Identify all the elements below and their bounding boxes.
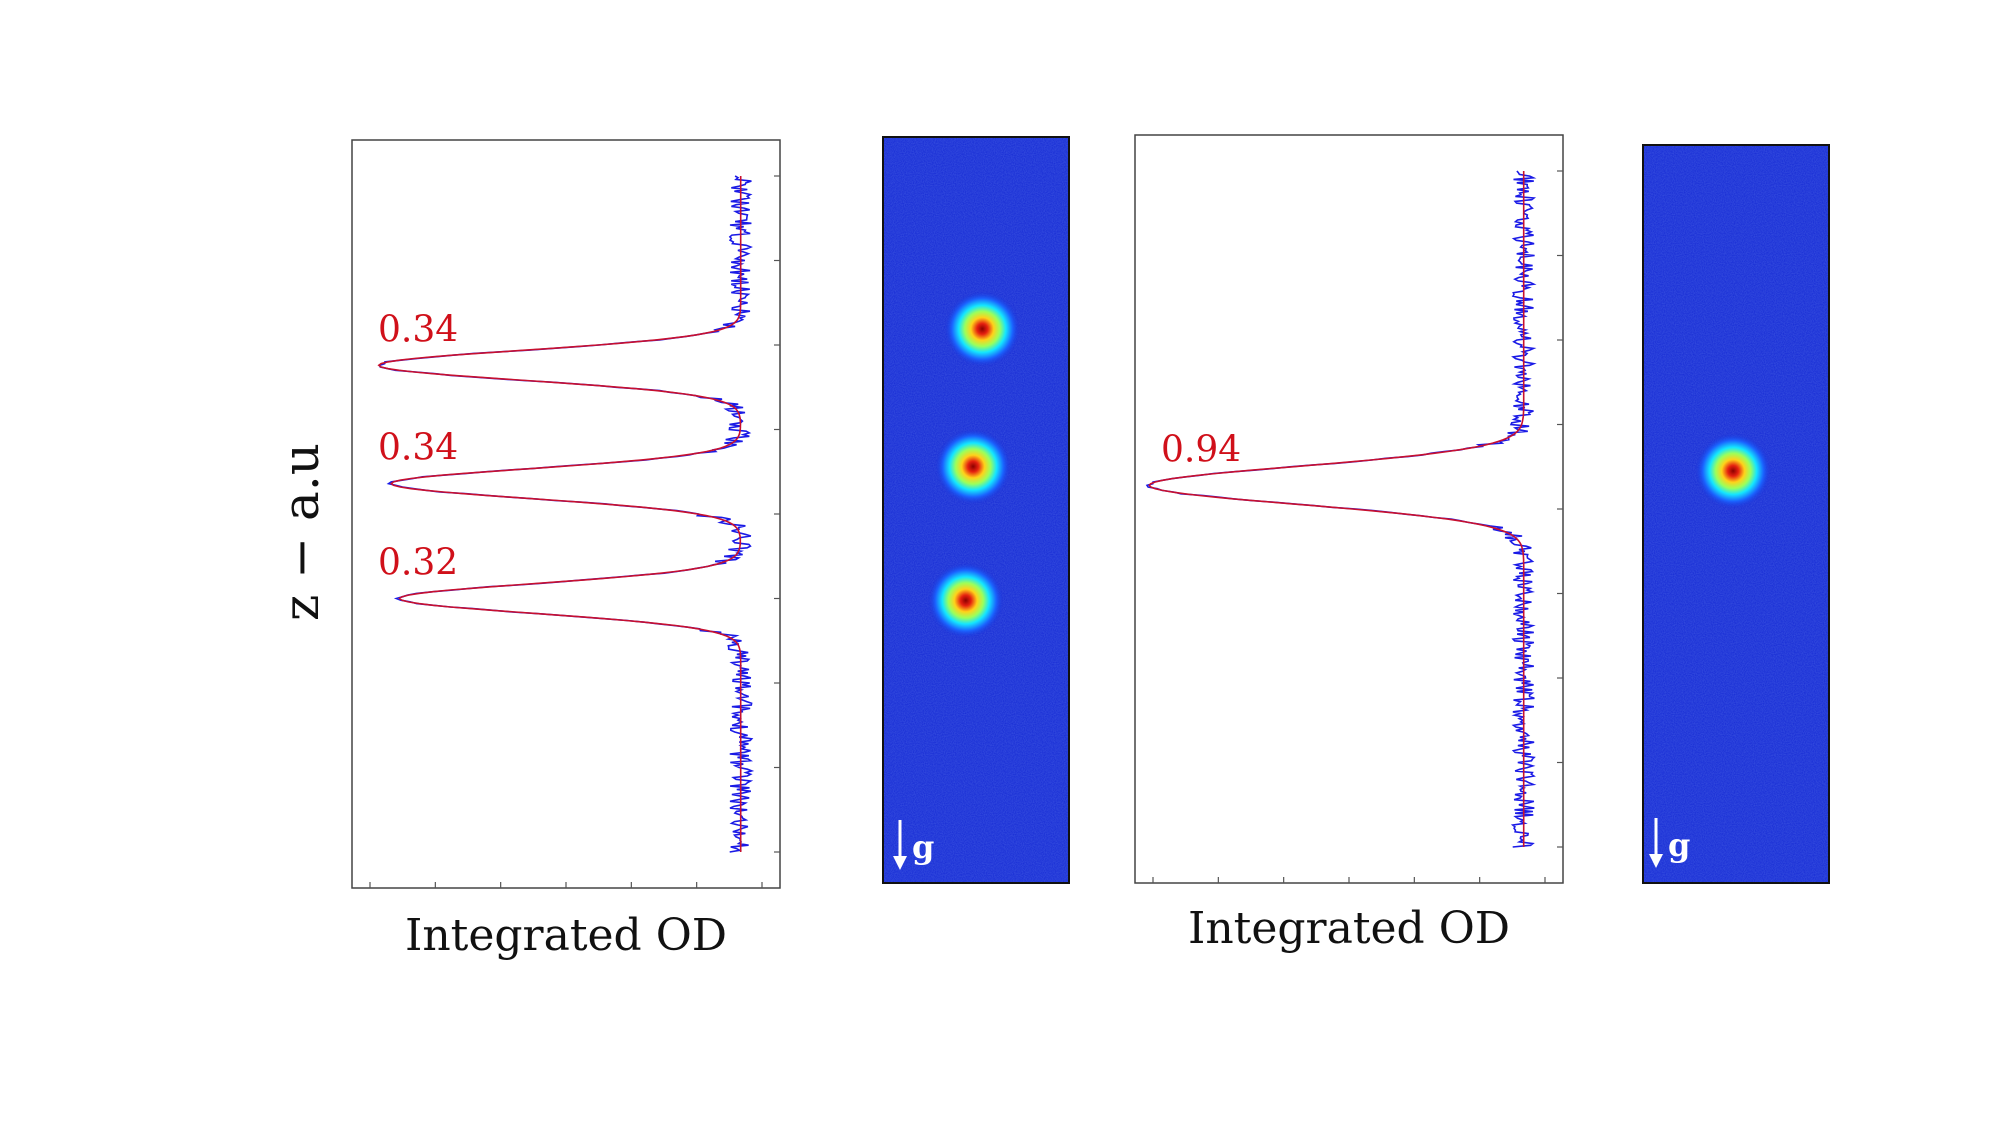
gravity-label-1: g <box>912 828 934 866</box>
peak-fraction-label: 0.34 <box>378 309 458 350</box>
absorption-image-1: g <box>882 136 1070 884</box>
y-axis-label: z − a.u <box>272 443 330 621</box>
plot-2-marks: 0.94 <box>1145 170 1537 848</box>
fit-series-line <box>377 176 742 852</box>
peak-fraction-label: 0.34 <box>378 428 458 469</box>
plot-1-frame <box>351 139 781 889</box>
atom-cloud-spot <box>944 290 1021 367</box>
plot-2-xlabel: Integrated OD <box>1188 903 1510 954</box>
plot-1-xlabel: Integrated OD <box>405 910 727 961</box>
plot-1-marks: 0.34 0.34 0.32 <box>377 175 755 853</box>
absorption-image-2: g <box>1642 144 1830 884</box>
fit-series-line <box>1148 171 1525 847</box>
image-2-spots <box>1695 432 1772 509</box>
profile-plot-2: 0.94 Integrated OD <box>1134 134 1564 954</box>
gravity-arrow-icon <box>893 820 907 870</box>
gravity-label-2: g <box>1668 826 1690 864</box>
peak-fraction-label: 0.94 <box>1161 429 1241 470</box>
atom-cloud-spot <box>1695 432 1772 509</box>
profile-plot-1: 0.34 0.34 0.32 Integrated OD <box>351 139 781 961</box>
peak-fraction-label: 0.32 <box>378 543 458 584</box>
gravity-arrow-icon <box>1649 818 1663 868</box>
atom-cloud-spot <box>935 428 1012 505</box>
plot-1-ticks <box>369 175 780 888</box>
image-1-spots <box>927 290 1021 639</box>
plot-2-ticks <box>1152 170 1563 883</box>
atom-cloud-spot <box>927 562 1004 639</box>
